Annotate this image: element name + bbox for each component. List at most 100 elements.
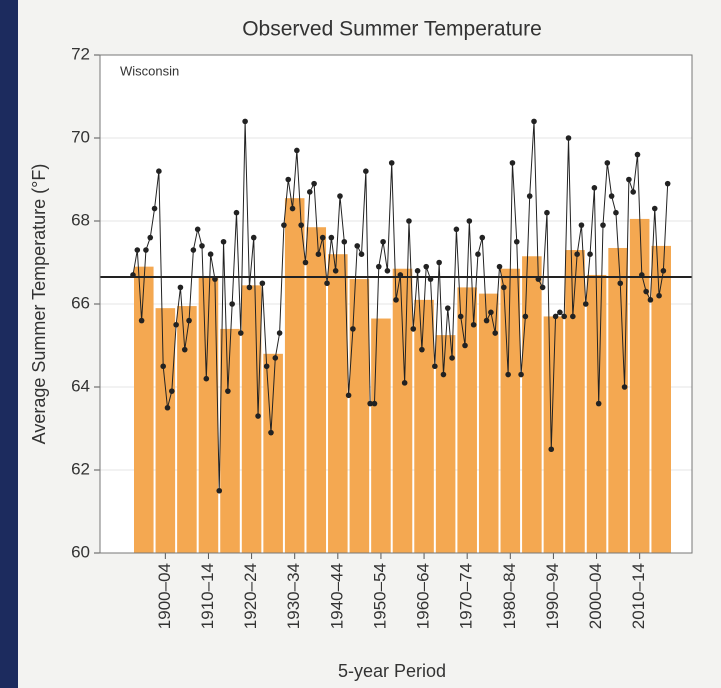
- annual-point: [341, 238, 348, 245]
- annual-point: [130, 272, 136, 278]
- annual-point: [483, 317, 490, 324]
- bar: [198, 277, 219, 553]
- annual-point: [250, 234, 257, 241]
- annual-point: [246, 284, 253, 291]
- x-tick-label: 2000–04: [586, 563, 605, 629]
- annual-point: [505, 371, 511, 378]
- annual-point: [203, 375, 210, 382]
- annual-point: [656, 292, 662, 299]
- annual-point: [194, 226, 201, 233]
- annual-point: [406, 218, 412, 224]
- annual-point: [513, 238, 520, 245]
- bar: [565, 250, 585, 554]
- annual-point: [276, 330, 283, 336]
- annual-point: [151, 205, 158, 212]
- x-axis-label: 5-year Period: [338, 661, 446, 681]
- annual-point: [199, 243, 205, 249]
- bar: [435, 335, 456, 553]
- bar: [284, 198, 305, 554]
- annual-point: [134, 247, 141, 253]
- annual-point: [388, 160, 395, 166]
- annual-point: [220, 238, 227, 245]
- y-tick-label: 62: [71, 459, 90, 478]
- annual-point: [289, 205, 296, 212]
- annual-point: [539, 284, 546, 291]
- bar: [155, 308, 176, 553]
- annual-point: [535, 276, 542, 282]
- bar: [500, 268, 521, 553]
- annual-point: [281, 222, 287, 228]
- annual-point: [143, 247, 149, 253]
- annual-point: [466, 218, 473, 224]
- annual-point: [509, 160, 516, 166]
- annual-point: [427, 276, 434, 282]
- annual-point: [565, 135, 572, 141]
- annual-point: [255, 413, 261, 419]
- annual-point: [591, 185, 598, 191]
- annual-point: [294, 147, 300, 154]
- x-tick-label: 1980–84: [500, 563, 519, 629]
- annual-point: [229, 301, 235, 307]
- annual-point: [664, 180, 671, 187]
- annual-point: [574, 251, 580, 257]
- bar: [371, 318, 391, 553]
- annual-point: [238, 330, 244, 336]
- annual-point: [298, 222, 304, 228]
- annual-point: [380, 238, 386, 245]
- annual-point: [548, 446, 555, 453]
- x-tick-label: 1900–04: [155, 563, 174, 629]
- x-tick-label: 1940–44: [327, 563, 346, 629]
- annual-point: [475, 251, 481, 257]
- annual-point: [363, 168, 369, 174]
- annual-point: [337, 193, 343, 199]
- annual-point: [401, 380, 408, 386]
- annual-point: [302, 259, 309, 266]
- annual-point: [207, 251, 214, 257]
- bar: [134, 266, 154, 553]
- annual-point: [242, 118, 248, 125]
- annual-point: [444, 305, 451, 311]
- annual-point: [647, 297, 654, 303]
- annual-point: [332, 268, 339, 274]
- bar: [263, 353, 283, 553]
- annual-point: [643, 288, 649, 295]
- y-tick-label: 68: [71, 210, 90, 229]
- annual-point: [595, 400, 602, 407]
- annual-point: [358, 251, 365, 257]
- annual-point: [449, 355, 455, 361]
- annual-point: [630, 189, 636, 195]
- x-tick-label: 1920–24: [241, 563, 260, 629]
- bar: [586, 274, 607, 553]
- bar: [328, 254, 348, 553]
- annual-point: [410, 326, 417, 332]
- annual-point: [225, 388, 231, 394]
- annual-point: [600, 222, 606, 228]
- bar: [414, 299, 434, 553]
- y-tick-label: 70: [71, 127, 90, 146]
- annual-point: [496, 263, 503, 270]
- x-tick-label: 1970–74: [457, 563, 476, 629]
- annual-point: [233, 209, 240, 216]
- annual-point: [613, 209, 619, 216]
- bar: [608, 247, 628, 553]
- annual-point: [587, 251, 593, 257]
- annual-point: [397, 272, 404, 278]
- annual-point: [315, 251, 322, 257]
- annual-point: [621, 384, 628, 390]
- annual-point: [311, 180, 317, 187]
- annual-point: [436, 259, 442, 266]
- annual-point: [216, 487, 223, 494]
- bar: [522, 256, 542, 553]
- y-tick-label: 72: [71, 44, 90, 63]
- annual-point: [371, 400, 378, 407]
- annual-point: [393, 297, 399, 303]
- x-tick-label: 1930–34: [284, 563, 303, 629]
- bar: [306, 227, 327, 553]
- annual-point: [522, 313, 529, 320]
- y-axis-label: Average Summer Temperature (°F): [29, 164, 49, 445]
- x-tick-label: 1960–64: [414, 563, 433, 629]
- annual-point: [561, 313, 567, 320]
- annual-point: [177, 284, 184, 291]
- bar: [349, 279, 370, 553]
- annual-point: [570, 313, 576, 320]
